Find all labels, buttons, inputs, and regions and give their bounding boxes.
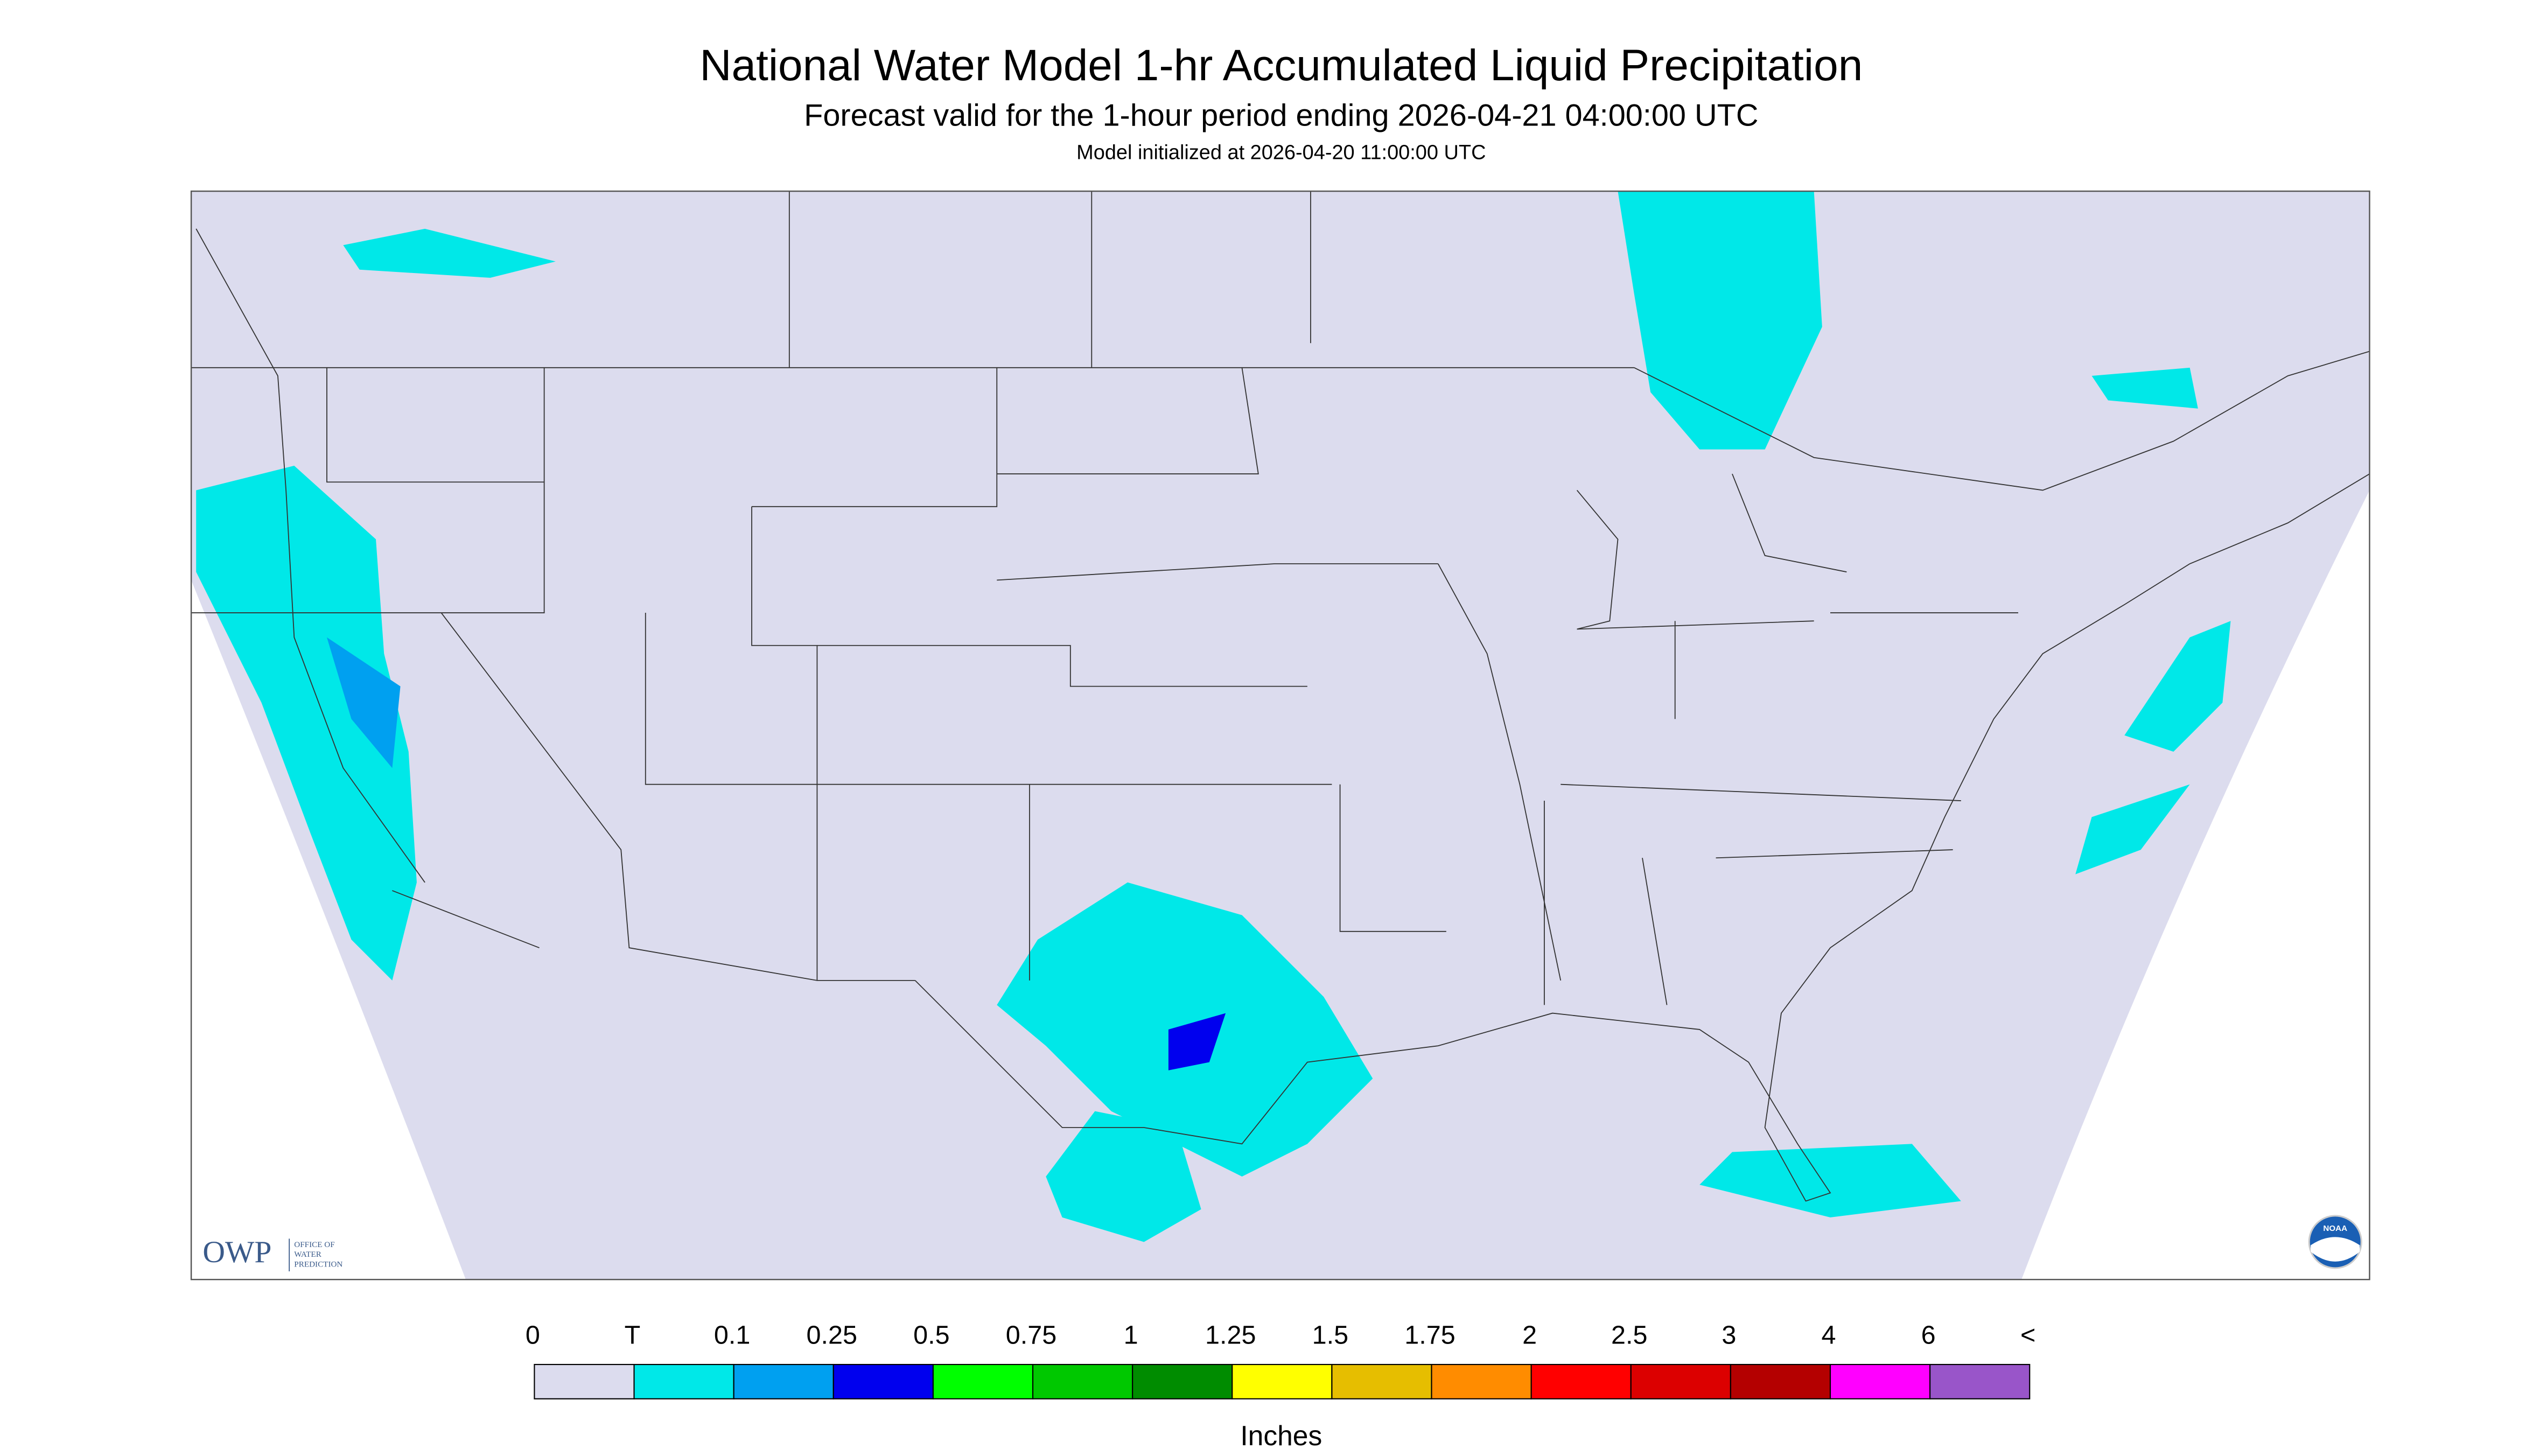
legend-swatch bbox=[1630, 1363, 1731, 1399]
legend-label: 1 bbox=[1124, 1320, 1138, 1349]
rain-area-heavy bbox=[326, 637, 401, 768]
owp-logo-text: OFFICE OF bbox=[294, 1240, 334, 1249]
rain-area bbox=[2075, 784, 2190, 874]
noaa-logo-wave bbox=[2311, 1237, 2360, 1262]
legend: 0 T 0.1 0.25 0.5 0.75 1 1.25 1.5 1.75 2 2.5 3 4 6 < bbox=[526, 1320, 2035, 1399]
legend-swatch bbox=[1132, 1363, 1233, 1399]
legend-swatch bbox=[1829, 1363, 1931, 1399]
rain-area bbox=[1046, 1111, 1201, 1242]
init-time: Model initialized at 2026-04-20 11:00:00… bbox=[1076, 141, 1486, 164]
legend-swatch bbox=[1231, 1363, 1333, 1399]
rain-area bbox=[2091, 367, 2198, 409]
legend-label: 6 bbox=[1921, 1320, 1936, 1349]
owp-logo-text: WATER bbox=[294, 1250, 321, 1259]
rain-area bbox=[343, 228, 556, 278]
legend-swatch bbox=[534, 1363, 635, 1399]
legend-units: Inches bbox=[1240, 1420, 1322, 1451]
legend-label: < bbox=[2020, 1320, 2035, 1349]
legend-swatch bbox=[1530, 1363, 1632, 1399]
map: OWP OFFICE OF WATER PREDICTION NOAA bbox=[190, 190, 2370, 1280]
legend-swatch bbox=[633, 1363, 734, 1399]
noaa-logo-text: NOAA bbox=[2323, 1224, 2347, 1233]
boundaries bbox=[191, 191, 2370, 1202]
legend-label: 1.5 bbox=[1312, 1320, 1349, 1349]
legend-swatch bbox=[1032, 1363, 1133, 1399]
legend-swatch bbox=[1730, 1363, 1831, 1399]
legend-label: 1.25 bbox=[1205, 1320, 1256, 1349]
legend-label: 2 bbox=[1522, 1320, 1537, 1349]
rain-area bbox=[2124, 621, 2231, 752]
legend-swatch bbox=[1929, 1363, 2031, 1399]
owp-logo-text: PREDICTION bbox=[294, 1259, 342, 1269]
legend-label: 0.25 bbox=[806, 1320, 857, 1349]
legend-swatch bbox=[1331, 1363, 1432, 1399]
legend-label: 3 bbox=[1722, 1320, 1736, 1349]
owp-logo: OWP bbox=[202, 1235, 271, 1269]
legend-swatch bbox=[932, 1363, 1034, 1399]
rain-area bbox=[196, 465, 417, 981]
legend-label: 4 bbox=[1821, 1320, 1836, 1349]
legend-label: T bbox=[625, 1320, 641, 1349]
legend-label: 0 bbox=[526, 1320, 540, 1349]
legend-swatch bbox=[1431, 1363, 1532, 1399]
model-domain bbox=[191, 191, 2370, 1280]
rain-area bbox=[1699, 1144, 1961, 1217]
title: National Water Model 1-hr Accumulated Li… bbox=[699, 41, 1863, 90]
legend-swatch bbox=[733, 1363, 834, 1399]
map-frame bbox=[190, 190, 2370, 1280]
legend-label: 0.5 bbox=[913, 1320, 950, 1349]
legend-label: 1.75 bbox=[1404, 1320, 1455, 1349]
legend-label: 0.75 bbox=[1006, 1320, 1056, 1349]
legend-label: 0.1 bbox=[714, 1320, 750, 1349]
subtitle: Forecast valid for the 1-hour period end… bbox=[804, 99, 1758, 133]
legend-label: 2.5 bbox=[1611, 1320, 1648, 1349]
rain-area-heavy bbox=[1168, 1013, 1226, 1070]
legend-swatch bbox=[832, 1363, 934, 1399]
